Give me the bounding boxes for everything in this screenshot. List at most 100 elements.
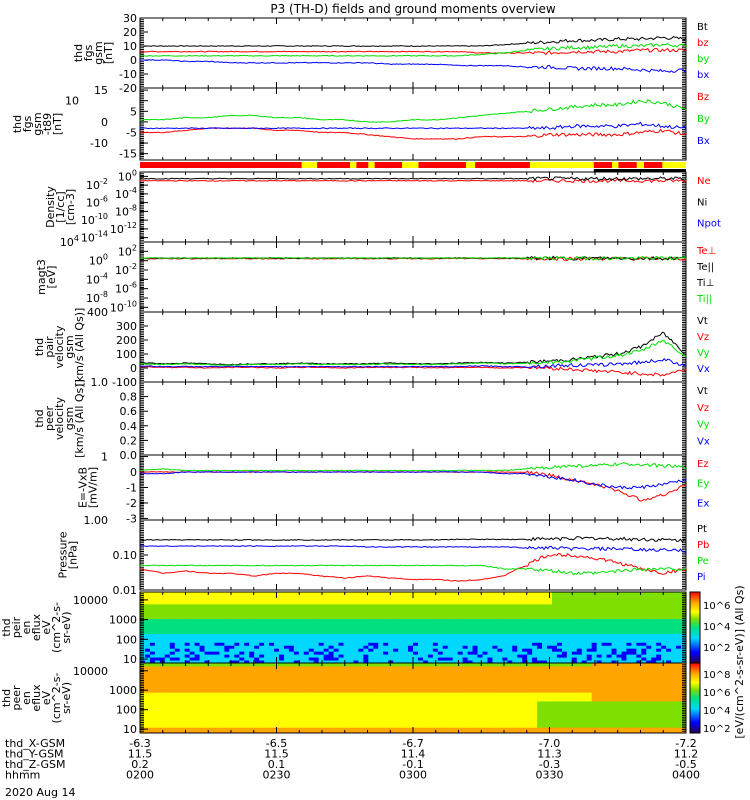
spectrogram-cell xyxy=(591,627,598,631)
spectrogram-cell xyxy=(616,597,622,602)
spectrogram-cell xyxy=(194,703,201,708)
spectrogram-cell xyxy=(527,603,533,608)
spectrogram-cell xyxy=(393,633,399,637)
spectrogram-cell xyxy=(527,648,533,652)
spectrogram-cell xyxy=(174,627,181,631)
spectrogram-cell xyxy=(537,618,543,623)
spectrogram-cell xyxy=(378,639,384,643)
spectrogram-cell xyxy=(229,706,235,711)
spectrogram-cell xyxy=(278,609,285,614)
spectrogram-cell xyxy=(159,727,166,731)
spectrogram-cell xyxy=(174,657,181,661)
spectrogram-cell xyxy=(651,594,657,599)
spectrogram-cell xyxy=(373,645,379,649)
spectrogram-cell xyxy=(164,651,171,655)
spectrogram-cell xyxy=(561,606,568,611)
spectrogram-cell xyxy=(561,727,568,731)
spectrogram-cell xyxy=(194,715,201,719)
spectrogram-cell xyxy=(209,600,215,605)
spectrogram-cell xyxy=(328,621,335,626)
spectrogram-cell xyxy=(467,627,474,631)
spectrogram-cell xyxy=(204,612,210,617)
spectrogram-cell xyxy=(179,618,186,623)
spectrogram-cell xyxy=(239,668,245,673)
spectrogram-cell xyxy=(269,721,275,725)
spectrogram-cell xyxy=(512,718,518,722)
spectrogram-cell xyxy=(368,695,374,699)
spectrogram-cell xyxy=(467,597,474,602)
spectrogram-cell xyxy=(437,683,444,687)
spectrogram-cell xyxy=(209,692,215,696)
spectrogram-cell xyxy=(383,715,389,719)
spectrogram-cell xyxy=(482,727,488,731)
spectrogram-cell xyxy=(264,692,270,696)
y-tick-label: 0.6 xyxy=(120,405,138,418)
spectrogram-cell xyxy=(393,686,399,690)
spectrogram-cell xyxy=(666,597,672,602)
spectrogram-cell xyxy=(174,712,181,716)
spectrogram-cell xyxy=(591,660,598,664)
spectrogram-cell xyxy=(586,686,593,690)
spectrogram-cell xyxy=(561,660,568,664)
spectrogram-cell xyxy=(323,686,330,690)
spectrogram-cell xyxy=(244,654,250,658)
spectrogram-cell xyxy=(333,592,340,596)
spectrogram-cell xyxy=(244,730,250,734)
spectrogram-cell xyxy=(532,686,538,690)
spectrogram-cell xyxy=(403,674,409,679)
spectrogram-cell xyxy=(517,683,523,687)
spectrogram-cell xyxy=(427,718,434,722)
spectrogram-cell xyxy=(626,639,632,643)
spectrogram-cell xyxy=(517,677,523,681)
spectrogram-cell xyxy=(393,695,399,699)
spectrogram-cell xyxy=(507,706,513,711)
spectrogram-cell xyxy=(666,627,672,631)
spectrogram-cell xyxy=(556,603,563,608)
spectrogram-cell xyxy=(437,700,444,705)
spectrogram-cell xyxy=(551,686,558,690)
spectrogram-cell xyxy=(547,718,553,722)
spectrogram-cell xyxy=(358,674,364,679)
spectrogram-cell xyxy=(417,686,424,690)
spectrogram-cell xyxy=(293,700,300,705)
spectrogram-cell xyxy=(303,600,310,605)
spectrogram-cell xyxy=(338,648,345,652)
spectrogram-cell xyxy=(174,677,181,681)
spectrogram-cell xyxy=(214,648,220,652)
spectrogram-cell xyxy=(522,654,528,658)
spectrogram-cell xyxy=(378,671,384,676)
spectrogram-cell xyxy=(487,677,493,681)
spectrogram-cell xyxy=(313,615,320,620)
spectrogram-cell xyxy=(373,606,379,611)
spectrogram-cell xyxy=(427,636,434,640)
spectrogram-cell xyxy=(462,700,469,705)
spectrogram-cell xyxy=(542,671,548,676)
spectrogram-cell xyxy=(646,636,652,640)
spectrogram-cell xyxy=(398,627,404,631)
spectrogram-cell xyxy=(591,686,598,690)
spectrogram-cell xyxy=(532,709,538,714)
spectrogram-cell xyxy=(432,618,439,623)
spectrogram-cell xyxy=(149,718,156,722)
spectrogram-cell xyxy=(417,709,424,714)
spectrogram-cell xyxy=(293,663,300,667)
spectrogram-cell xyxy=(283,642,290,646)
spectrogram-cell xyxy=(532,695,538,699)
spectrogram-cell xyxy=(571,671,578,676)
spectrogram-cell xyxy=(383,703,389,708)
spectrogram-cell xyxy=(338,677,345,681)
spectrogram-cell xyxy=(462,727,469,731)
spectrogram-cell xyxy=(556,606,563,611)
spectrogram-cell xyxy=(378,727,384,731)
spectrogram-cell xyxy=(378,721,384,725)
spectrogram-cell xyxy=(586,600,593,605)
spectrogram-cell xyxy=(666,594,672,599)
spectrogram-cell xyxy=(497,680,503,684)
spectrogram-cell xyxy=(204,730,210,734)
spectrogram-cell xyxy=(651,621,657,626)
spectrogram-cell xyxy=(452,657,459,661)
spectrogram-cell xyxy=(502,603,508,608)
spectrogram-cell xyxy=(303,677,310,681)
spectrogram-cell xyxy=(249,674,255,679)
spectrogram-cell xyxy=(293,721,300,725)
